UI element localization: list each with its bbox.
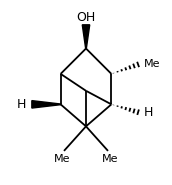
- Polygon shape: [32, 101, 61, 108]
- Polygon shape: [82, 25, 90, 48]
- Text: H: H: [17, 98, 26, 111]
- Text: Me: Me: [54, 154, 71, 164]
- Text: OH: OH: [76, 11, 96, 24]
- Text: Me: Me: [144, 59, 160, 69]
- Text: Me: Me: [101, 154, 118, 164]
- Text: H: H: [144, 106, 153, 119]
